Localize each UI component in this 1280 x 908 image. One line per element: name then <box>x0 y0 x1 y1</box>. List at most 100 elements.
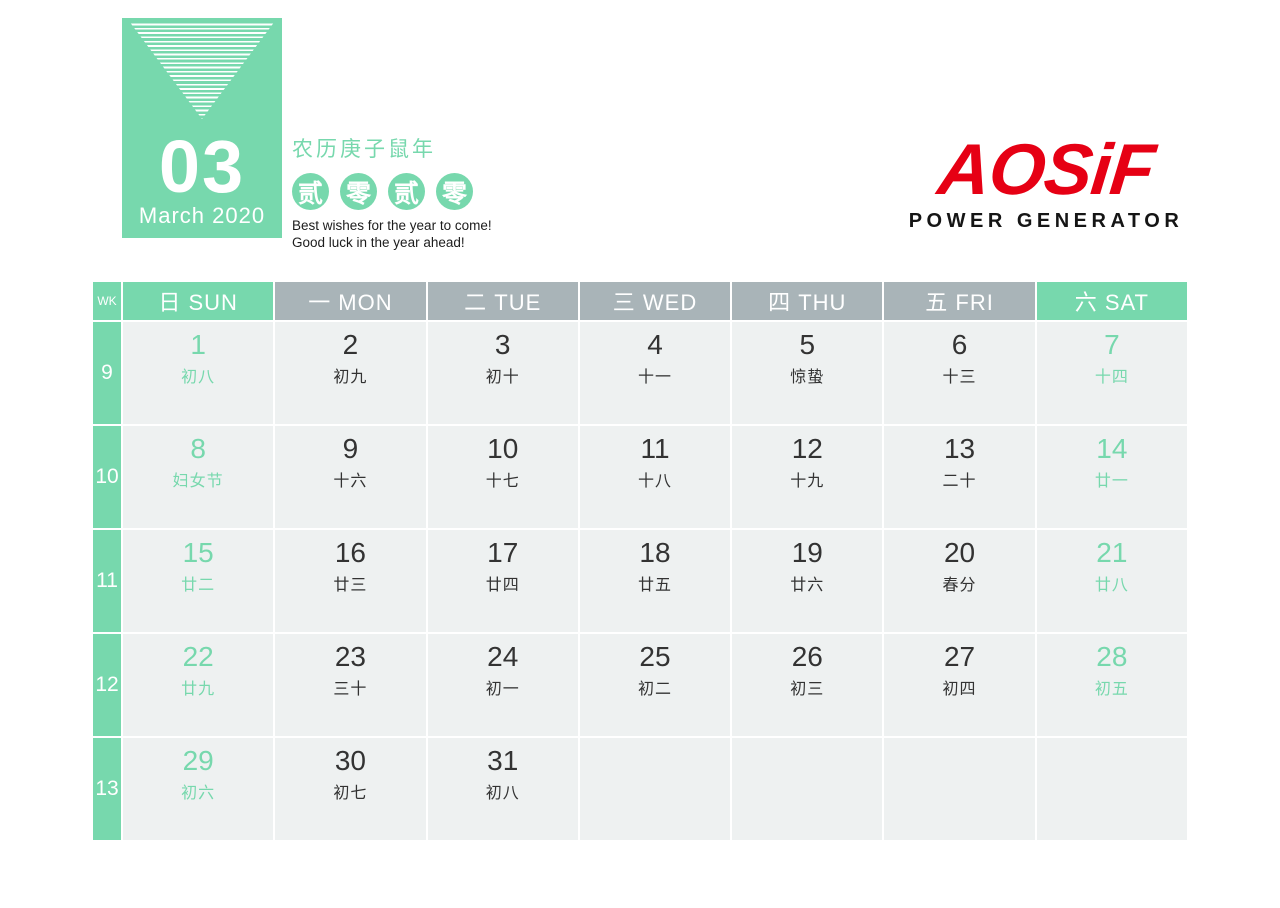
day-cell-17: 17 廿四 <box>427 530 578 632</box>
day-cell-30: 30 初七 <box>275 738 426 840</box>
lunar-label: 初八 <box>485 785 520 803</box>
day-cell-4: 4 十一 <box>579 322 731 424</box>
lunar-label: 春分 <box>942 577 977 595</box>
calendar-header-fri: 五 FRI <box>884 282 1035 320</box>
lunar-year-info: 农历庚子鼠年 贰 零 贰 零 Best wishes for the year … <box>292 133 492 252</box>
day-cell-24: 24 初一 <box>427 634 578 736</box>
day-cell-2: 2 初九 <box>275 322 426 424</box>
day-cell-3: 3 初十 <box>427 322 578 424</box>
greeting-text: Best wishes for the year to come! Good l… <box>292 217 492 252</box>
brand-logo: AOSiF POWER GENERATOR <box>905 130 1187 233</box>
lunar-label: 初六 <box>181 785 216 803</box>
date-number: 30 <box>334 745 366 776</box>
date-number: 3 <box>494 329 511 360</box>
day-cell-26: 26 初三 <box>732 634 883 736</box>
day-cell-16: 16 廿三 <box>275 530 426 632</box>
year-circle-1: 贰 <box>292 173 329 210</box>
year-circles: 贰 零 贰 零 <box>292 173 492 210</box>
lunar-year-label: 农历庚子鼠年 <box>292 138 436 161</box>
date-number: 1 <box>190 329 206 360</box>
week-number-10: 10 <box>93 426 121 528</box>
year-circle-3: 贰 <box>388 173 425 210</box>
day-cell-5: 5 惊蛰 <box>732 322 883 424</box>
brand-tagline: POWER GENERATOR <box>908 210 1184 232</box>
lunar-label: 十八 <box>637 473 672 491</box>
day-cell-27: 27 初四 <box>884 634 1035 736</box>
lunar-label: 妇女节 <box>172 473 224 491</box>
lunar-label: 廿三 <box>333 577 368 595</box>
lunar-label: 初八 <box>181 369 216 387</box>
lunar-label: 廿六 <box>790 577 825 595</box>
brand-logo-text: AOSiF <box>934 130 1158 210</box>
lunar-label: 廿二 <box>181 577 216 595</box>
date-number: 10 <box>487 433 519 464</box>
date-number: 21 <box>1096 537 1128 568</box>
date-number: 27 <box>943 641 976 672</box>
lunar-label: 十三 <box>942 369 977 387</box>
calendar-header-mon: 一 MON <box>275 282 426 320</box>
lunar-label: 十六 <box>333 473 368 491</box>
day-cell-18: 18 廿五 <box>579 530 731 632</box>
lunar-label: 初五 <box>1094 681 1129 699</box>
calendar-header-wk: WK <box>93 282 121 320</box>
day-cell-6: 6 十三 <box>884 322 1035 424</box>
lunar-label: 初十 <box>485 369 520 387</box>
date-number: 26 <box>791 641 823 672</box>
lunar-label: 廿八 <box>1094 577 1129 595</box>
date-number: 7 <box>1104 329 1120 360</box>
week-number-12: 12 <box>93 634 121 736</box>
date-number: 15 <box>182 537 214 568</box>
calendar-header-sun: 日 SUN <box>123 282 274 320</box>
calendar-header-wed: 三 WED <box>579 282 731 320</box>
lunar-label: 廿一 <box>1094 473 1129 491</box>
date-number: 11 <box>640 433 670 464</box>
lunar-label: 初二 <box>637 681 672 699</box>
lunar-label: 初三 <box>790 681 825 699</box>
calendar-header-thu: 四 THU <box>732 282 883 320</box>
day-cell-12: 12 十九 <box>732 426 883 528</box>
lunar-label: 廿四 <box>485 577 520 595</box>
date-number: 4 <box>647 329 663 360</box>
year-circle-4: 零 <box>436 173 473 210</box>
lunar-label: 三十 <box>333 681 368 699</box>
day-cell-9: 9 十六 <box>275 426 426 528</box>
date-number: 5 <box>799 329 816 360</box>
day-cell-20: 20 春分 <box>884 530 1035 632</box>
date-number: 14 <box>1096 433 1128 464</box>
day-cell-31: 31 初八 <box>427 738 578 840</box>
lunar-label: 十四 <box>1094 369 1129 387</box>
month-label: March 2020 <box>138 203 266 228</box>
day-cell-empty <box>732 738 883 840</box>
date-number: 28 <box>1096 641 1128 672</box>
day-cell-23: 23 三十 <box>275 634 426 736</box>
date-number: 2 <box>342 329 359 360</box>
date-number: 23 <box>334 641 366 672</box>
day-cell-1: 1 初八 <box>123 322 274 424</box>
calendar-grid: WK 日 SUN 一 MON 二 TUE 三 WED 四 THU 五 FRI 六… <box>93 282 1187 840</box>
week-number-13: 13 <box>93 738 121 840</box>
day-cell-14: 14 廿一 <box>1036 426 1187 528</box>
year-circle-2: 零 <box>340 173 377 210</box>
lunar-label: 十七 <box>485 473 520 491</box>
lunar-label: 初七 <box>333 785 368 803</box>
month-box: 03 March 2020 <box>122 18 282 238</box>
day-cell-empty <box>884 738 1035 840</box>
lunar-label: 二十 <box>942 473 977 491</box>
lunar-label: 惊蛰 <box>790 369 825 387</box>
lunar-label: 廿五 <box>637 577 672 595</box>
day-cell-13: 13 二十 <box>884 426 1035 528</box>
lunar-label: 十九 <box>790 473 825 491</box>
lunar-label: 廿九 <box>181 681 216 699</box>
week-number-9: 9 <box>93 322 121 424</box>
day-cell-29: 29 初六 <box>123 738 274 840</box>
day-cell-22: 22 廿九 <box>123 634 274 736</box>
day-cell-empty <box>579 738 731 840</box>
calendar-header-sat: 六 SAT <box>1036 282 1187 320</box>
day-cell-10: 10 十七 <box>427 426 578 528</box>
day-cell-25: 25 初二 <box>579 634 731 736</box>
date-number: 20 <box>943 537 976 568</box>
week-number-11: 11 <box>93 530 121 632</box>
inverted-triangle-pattern <box>129 21 275 119</box>
greeting-line-2: Good luck in the year ahead! <box>292 235 465 251</box>
greeting-line-1: Best wishes for the year to come! <box>292 218 492 233</box>
